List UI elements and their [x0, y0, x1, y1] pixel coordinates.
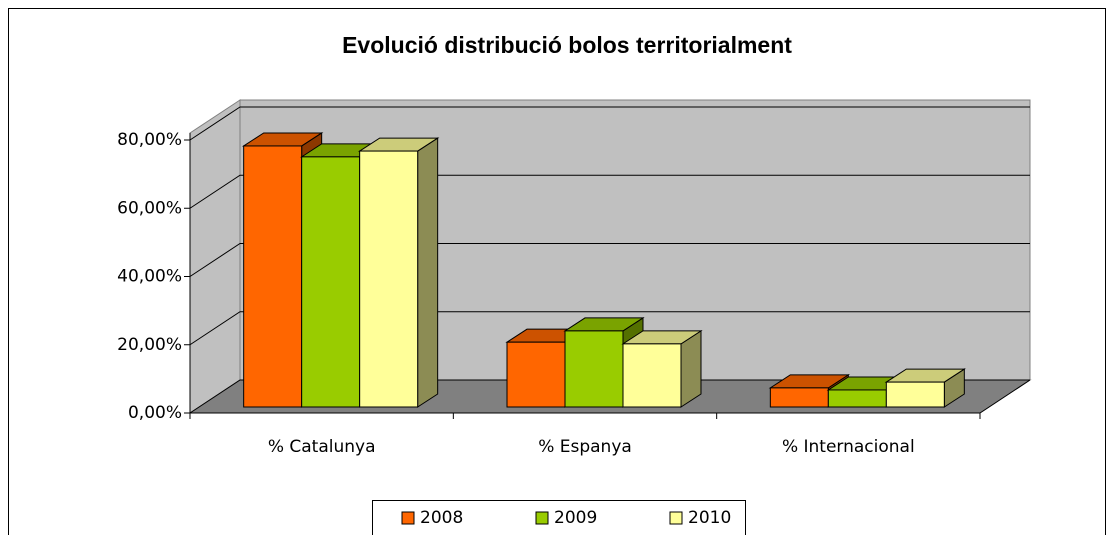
bar — [769, 387, 829, 408]
grid-line — [189, 243, 1030, 277]
y-tick-label: 0,00% — [128, 403, 182, 423]
legend-label: 2008 — [420, 508, 463, 528]
grid-line — [189, 379, 1030, 414]
x-tick-label: % Internacional — [782, 437, 915, 457]
legend-swatch — [401, 511, 415, 525]
bar — [827, 389, 887, 408]
grid-line — [189, 311, 1030, 346]
y-tick-label: 80,00% — [117, 130, 182, 150]
bar — [564, 330, 624, 408]
y-tick-label: 40,00% — [117, 267, 182, 287]
bar — [359, 150, 419, 408]
bar — [301, 156, 361, 408]
bar — [622, 343, 682, 408]
chart-title: Evolució distribució bolos territorialme… — [342, 32, 792, 58]
side-wall — [189, 99, 241, 414]
bar — [885, 381, 945, 408]
bar — [243, 145, 303, 408]
grid-line — [189, 106, 1030, 141]
legend-label: 2010 — [688, 508, 731, 528]
x-tick-label: % Catalunya — [268, 437, 376, 457]
legend-swatch — [669, 511, 683, 525]
legend-label: 2009 — [554, 508, 597, 528]
bar — [506, 341, 566, 408]
grid-line — [189, 174, 1030, 209]
y-tick-label: 60,00% — [117, 198, 182, 218]
y-tick-label: 20,00% — [117, 335, 182, 355]
bar-side — [417, 137, 439, 408]
legend-box — [372, 500, 746, 535]
floor-edge — [979, 379, 1031, 414]
legend-swatch — [535, 511, 549, 525]
x-tick-label: % Espanya — [538, 437, 632, 457]
